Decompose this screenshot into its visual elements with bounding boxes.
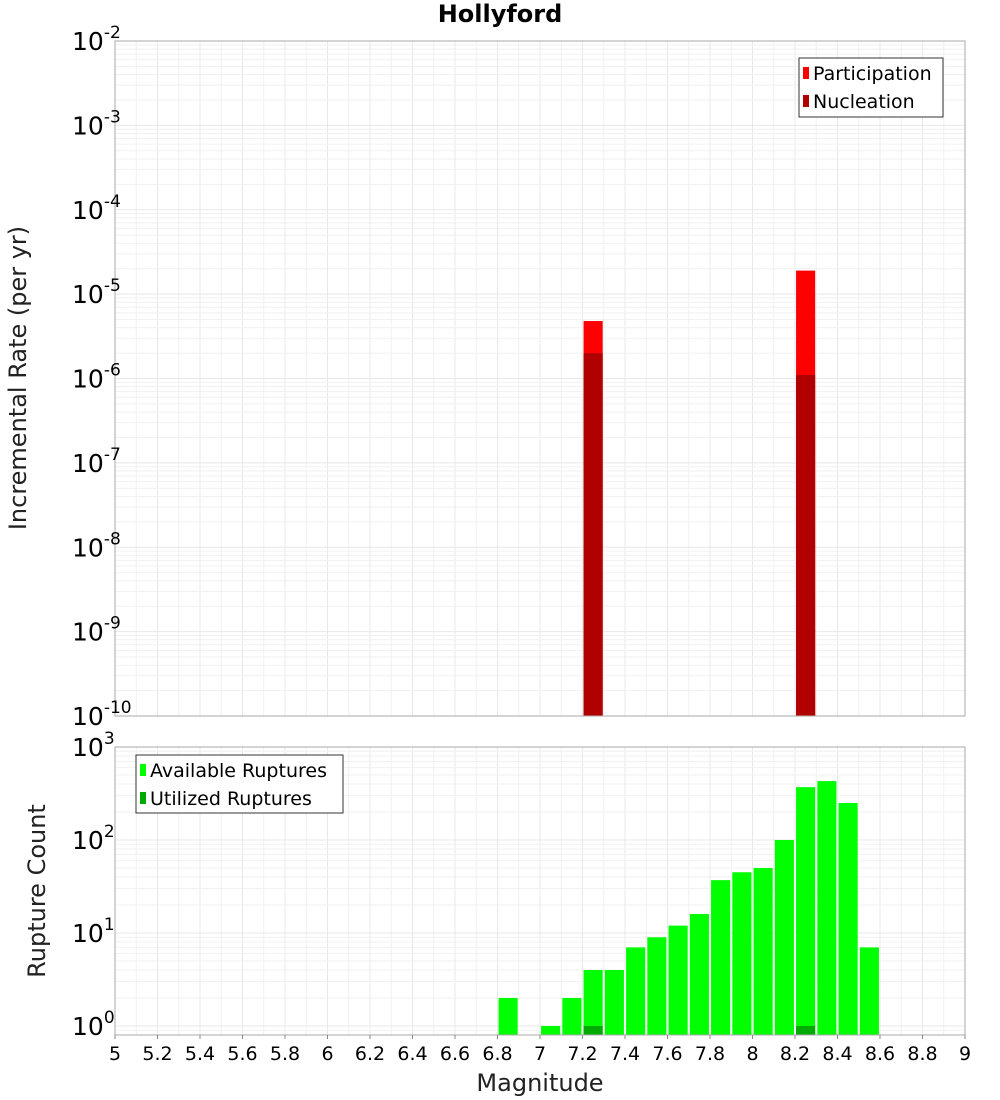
rate-panel-frame [114, 40, 966, 717]
x-tick-label: 7.8 [695, 1043, 725, 1065]
y-tick-label: 102 [72, 822, 115, 855]
rate-panel-y-ticks: 10-2 10-3 10-4 10-5 10-6 10-7 10-8 10-9 10-10 [72, 23, 132, 731]
legend-box [135, 754, 344, 814]
x-axis-label: Magnitude [476, 1069, 603, 1097]
y-tick-label: 10-9 [72, 614, 121, 647]
x-tick-label: 6.6 [440, 1043, 470, 1065]
bar-available-ruptures [838, 802, 858, 1035]
x-tick-label: 7 [534, 1043, 546, 1065]
bar-available-ruptures [541, 1025, 561, 1035]
bar-available-ruptures [647, 937, 667, 1035]
bar-available-ruptures [753, 867, 773, 1035]
x-tick-label: 6 [321, 1043, 333, 1065]
bar-available-ruptures [583, 969, 603, 1035]
x-tick-label: 9 [959, 1043, 971, 1065]
x-tick-label: 7.2 [567, 1043, 597, 1065]
count-panel-y-ticks: 103 102 101 100 [72, 729, 115, 1041]
y-tick-label: 101 [72, 915, 115, 948]
bar-utilized-ruptures [796, 1025, 816, 1035]
bar-available-ruptures [668, 925, 688, 1035]
legend-label-utilized: Utilized Ruptures [150, 788, 312, 810]
y-tick-label: 10-8 [72, 529, 121, 562]
legend-label-available: Available Ruptures [150, 760, 327, 782]
rate-panel-bars [583, 270, 816, 716]
count-panel: 103 102 101 100 5 5.2 5.4 5.6 5.8 6 6.2 6.4 6.6 6.8 7… [23, 729, 971, 1097]
bar-available-ruptures [774, 839, 794, 1035]
count-panel-y-axis-label: Rupture Count [23, 804, 51, 978]
x-tick-label: 5.2 [142, 1043, 172, 1065]
y-tick-label: 10-10 [72, 698, 132, 731]
x-tick-label: 8.8 [907, 1043, 937, 1065]
rate-panel-legend: Participation Nucleation [798, 57, 944, 118]
y-tick-label: 10-4 [72, 192, 121, 225]
bar-utilized-ruptures [583, 1025, 603, 1035]
y-tick-label: 10-5 [72, 276, 121, 309]
x-tick-label: 5.6 [227, 1043, 257, 1065]
legend-swatch-utilized [140, 792, 146, 804]
x-tick-label: 5.8 [270, 1043, 300, 1065]
bar-available-ruptures [817, 781, 837, 1035]
y-tick-label: 100 [72, 1008, 115, 1041]
rate-panel-grid [114, 40, 966, 717]
y-tick-label: 10-3 [72, 107, 121, 140]
bar-available-ruptures [732, 872, 752, 1035]
y-tick-label: 103 [72, 729, 115, 762]
bar-nucleation [796, 375, 816, 716]
x-tick-label: 8.2 [780, 1043, 810, 1065]
legend-box [798, 57, 944, 118]
count-panel-bars [498, 781, 879, 1035]
x-tick-label: 6.2 [355, 1043, 385, 1065]
x-tick-label: 7.6 [652, 1043, 682, 1065]
rate-panel: 10-2 10-3 10-4 10-5 10-6 10-7 10-8 10-9 10-10 In… [4, 23, 966, 731]
x-tick-label: 8.4 [822, 1043, 852, 1065]
bar-available-ruptures [689, 914, 709, 1035]
legend-label-participation: Participation [813, 63, 932, 85]
x-tick-label: 5.4 [185, 1043, 215, 1065]
x-tick-label: 6.4 [397, 1043, 427, 1065]
y-tick-label: 10-7 [72, 445, 121, 478]
chart-title: Hollyford [438, 0, 563, 28]
bar-available-ruptures [796, 787, 816, 1035]
legend-swatch-available [140, 764, 146, 776]
bar-available-ruptures [711, 880, 731, 1035]
bar-available-ruptures [562, 997, 582, 1035]
bar-available-ruptures [604, 969, 624, 1035]
x-tick-label: 7.4 [610, 1043, 640, 1065]
legend-swatch-nucleation [803, 95, 809, 107]
x-tick-label: 6.8 [482, 1043, 512, 1065]
count-panel-x-ticks: 5 5.2 5.4 5.6 5.8 6 6.2 6.4 6.6 6.8 7 7.2 7.4 7.6 7.8 8… [109, 1035, 971, 1065]
x-tick-label: 8 [746, 1043, 758, 1065]
bar-available-ruptures [498, 997, 518, 1035]
bar-available-ruptures [626, 947, 646, 1035]
x-tick-label: 8.6 [865, 1043, 895, 1065]
y-tick-label: 10-2 [72, 23, 121, 56]
rate-panel-y-axis-label: Incremental Rate (per yr) [4, 226, 32, 530]
legend-label-nucleation: Nucleation [813, 91, 915, 113]
bar-available-ruptures [859, 947, 879, 1035]
count-panel-legend: Available Ruptures Utilized Ruptures [135, 754, 344, 814]
x-tick-label: 5 [109, 1043, 121, 1065]
legend-swatch-participation [803, 67, 809, 79]
bar-nucleation [583, 353, 603, 716]
y-tick-label: 10-6 [72, 361, 121, 394]
